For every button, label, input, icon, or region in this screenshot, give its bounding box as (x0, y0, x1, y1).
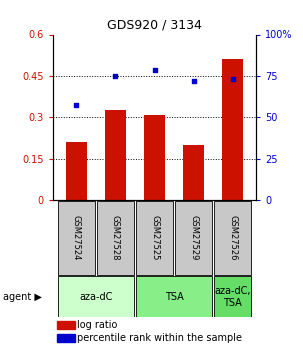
Bar (57, 322, 75, 329)
Bar (183, 145, 204, 200)
Text: aza-dC: aza-dC (79, 292, 113, 302)
FancyBboxPatch shape (97, 201, 134, 275)
Text: agent ▶: agent ▶ (3, 292, 42, 302)
FancyBboxPatch shape (214, 276, 251, 317)
Bar (222, 59, 243, 200)
Bar (66, 142, 87, 200)
FancyBboxPatch shape (136, 276, 212, 317)
Bar (57, 334, 75, 342)
FancyBboxPatch shape (214, 201, 251, 275)
Text: GSM27524: GSM27524 (72, 215, 81, 261)
FancyBboxPatch shape (175, 201, 212, 275)
Text: GSM27528: GSM27528 (111, 215, 120, 261)
Text: GSM27525: GSM27525 (150, 215, 159, 261)
Text: GSM27529: GSM27529 (189, 215, 198, 261)
Text: log ratio: log ratio (77, 320, 118, 330)
FancyBboxPatch shape (136, 201, 173, 275)
Text: GSM27526: GSM27526 (228, 215, 237, 261)
Point (152, 67, 157, 73)
Text: TSA: TSA (165, 292, 183, 302)
Bar (144, 115, 165, 200)
Title: GDS920 / 3134: GDS920 / 3134 (107, 19, 202, 32)
Point (191, 78, 196, 83)
Bar (105, 110, 126, 200)
Point (230, 77, 235, 82)
Text: percentile rank within the sample: percentile rank within the sample (77, 333, 242, 343)
Point (113, 73, 118, 79)
Point (74, 102, 79, 108)
Text: aza-dC,
TSA: aza-dC, TSA (214, 286, 251, 307)
FancyBboxPatch shape (58, 276, 134, 317)
FancyBboxPatch shape (58, 201, 95, 275)
